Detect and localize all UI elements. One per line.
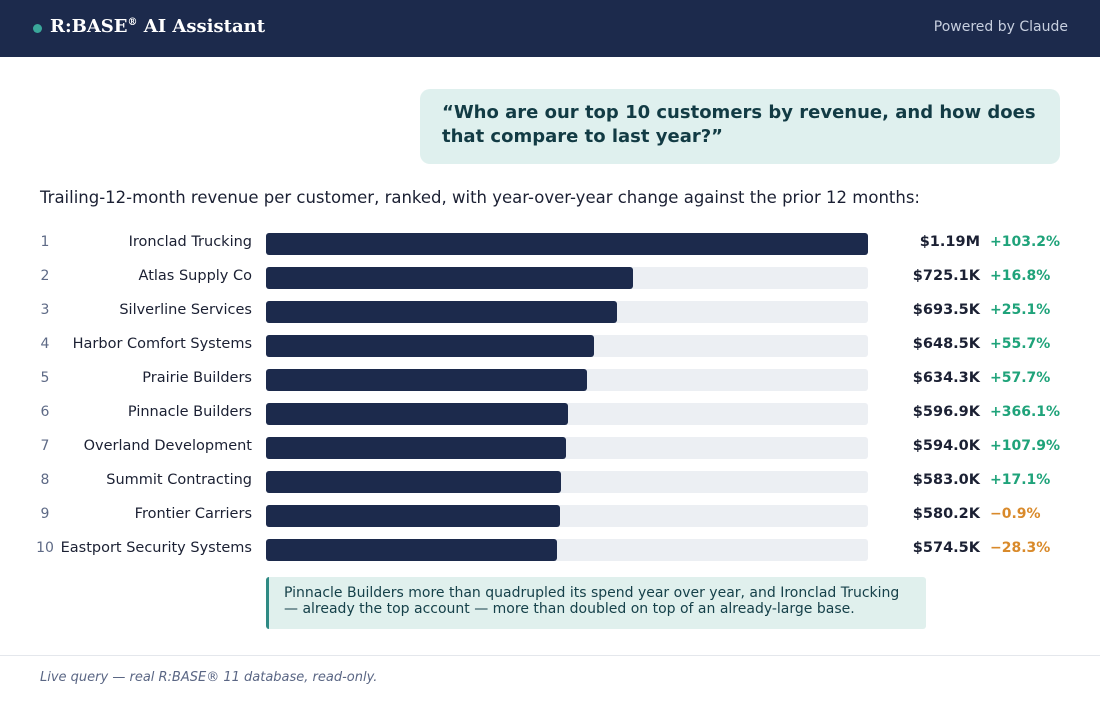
yoy-change-label: +107.9%: [990, 438, 1061, 454]
rank-label: 1: [40, 234, 50, 250]
bar-track: [266, 437, 868, 459]
revenue-bar: [266, 267, 633, 289]
customer-label: Overland Development: [83, 438, 252, 454]
revenue-value-label: $574.5K: [912, 540, 980, 556]
chart-row: 3 Silverline Services $693.5K +25.1%: [0, 294, 1100, 328]
chart-row: 8 Summit Contracting $583.0K +17.1%: [0, 464, 1100, 498]
rank-label: 10: [36, 540, 54, 556]
revenue-value-label: $693.5K: [912, 302, 980, 318]
revenue-bar: [266, 369, 587, 391]
yoy-change-label: +55.7%: [990, 336, 1051, 352]
chart-row: 10 Eastport Security Systems $574.5K −28.3%: [0, 532, 1100, 566]
yoy-change-label: −28.3%: [990, 540, 1051, 556]
user-question-text: “Who are our top 10 customers by revenue…: [442, 102, 1036, 147]
footer-divider: [0, 655, 1100, 656]
customer-label: Summit Contracting: [106, 472, 252, 488]
bar-track: [266, 301, 868, 323]
app-title-suffix: AI Assistant: [137, 16, 266, 37]
chart-row: 1 Ironclad Trucking $1.19M +103.2%: [0, 226, 1100, 260]
revenue-bar-chart: 1 Ironclad Trucking $1.19M +103.2% 2 Atlas Su…: [0, 226, 1100, 572]
app-title: R:BASE® AI Assistant: [50, 16, 265, 37]
bar-track: [266, 505, 868, 527]
customer-label: Silverline Services: [119, 302, 252, 318]
customer-label: Pinnacle Builders: [127, 404, 252, 420]
revenue-value-label: $648.5K: [912, 336, 980, 352]
answer-intro-text: Trailing-12-month revenue per customer, …: [40, 188, 920, 207]
revenue-value-label: $634.3K: [912, 370, 980, 386]
revenue-bar: [266, 301, 617, 323]
customer-label: Prairie Builders: [142, 370, 252, 386]
revenue-bar: [266, 335, 594, 357]
bar-track: [266, 233, 868, 255]
customer-label: Harbor Comfort Systems: [72, 336, 252, 352]
rank-label: 6: [40, 404, 50, 420]
revenue-bar: [266, 505, 560, 527]
yoy-change-label: +103.2%: [990, 234, 1061, 250]
revenue-value-label: $596.9K: [912, 404, 980, 420]
revenue-bar: [266, 403, 568, 425]
footnote: Live query — real R:BASE® 11 database, r…: [40, 670, 378, 685]
bar-track: [266, 369, 868, 391]
revenue-bar: [266, 539, 557, 561]
yoy-change-label: +16.8%: [990, 268, 1051, 284]
rank-label: 3: [40, 302, 50, 318]
chart-row: 7 Overland Development $594.0K +107.9%: [0, 430, 1100, 464]
status-dot-icon: [33, 24, 42, 33]
bar-track: [266, 539, 868, 561]
rank-label: 9: [40, 506, 50, 522]
rank-label: 7: [40, 438, 50, 454]
yoy-change-label: +25.1%: [990, 302, 1051, 318]
rank-label: 5: [40, 370, 50, 386]
revenue-value-label: $580.2K: [912, 506, 980, 522]
chart-row: 2 Atlas Supply Co $725.1K +16.8%: [0, 260, 1100, 294]
powered-by-label: Powered by Claude: [933, 19, 1068, 35]
revenue-value-label: $594.0K: [912, 438, 980, 454]
yoy-change-label: +57.7%: [990, 370, 1051, 386]
yoy-change-label: +366.1%: [990, 404, 1061, 420]
revenue-value-label: $1.19M: [919, 234, 980, 250]
bar-track: [266, 471, 868, 493]
revenue-bar: [266, 233, 868, 255]
customer-label: Ironclad Trucking: [128, 234, 252, 250]
rank-label: 8: [40, 472, 50, 488]
chart-row: 5 Prairie Builders $634.3K +57.7%: [0, 362, 1100, 396]
rank-label: 2: [40, 268, 50, 284]
app-title-name: R:BASE: [50, 16, 128, 37]
chart-row: 6 Pinnacle Builders $596.9K +366.1%: [0, 396, 1100, 430]
customer-label: Eastport Security Systems: [60, 540, 252, 556]
chart-row: 9 Frontier Carriers $580.2K −0.9%: [0, 498, 1100, 532]
app-header: R:BASE® AI Assistant Powered by Claude: [0, 0, 1100, 57]
rank-label: 4: [40, 336, 50, 352]
user-question-bubble: “Who are our top 10 customers by revenue…: [420, 89, 1060, 164]
revenue-value-label: $725.1K: [912, 268, 980, 284]
revenue-bar: [266, 437, 566, 459]
insight-callout: Pinnacle Builders more than quadrupled i…: [266, 577, 926, 629]
revenue-bar: [266, 471, 561, 493]
yoy-change-label: −0.9%: [990, 506, 1041, 522]
revenue-value-label: $583.0K: [912, 472, 980, 488]
bar-track: [266, 403, 868, 425]
registered-mark: ®: [127, 17, 138, 28]
bar-track: [266, 335, 868, 357]
yoy-change-label: +17.1%: [990, 472, 1051, 488]
chart-row: 4 Harbor Comfort Systems $648.5K +55.7%: [0, 328, 1100, 362]
customer-label: Atlas Supply Co: [138, 268, 252, 284]
customer-label: Frontier Carriers: [134, 506, 252, 522]
bar-track: [266, 267, 868, 289]
